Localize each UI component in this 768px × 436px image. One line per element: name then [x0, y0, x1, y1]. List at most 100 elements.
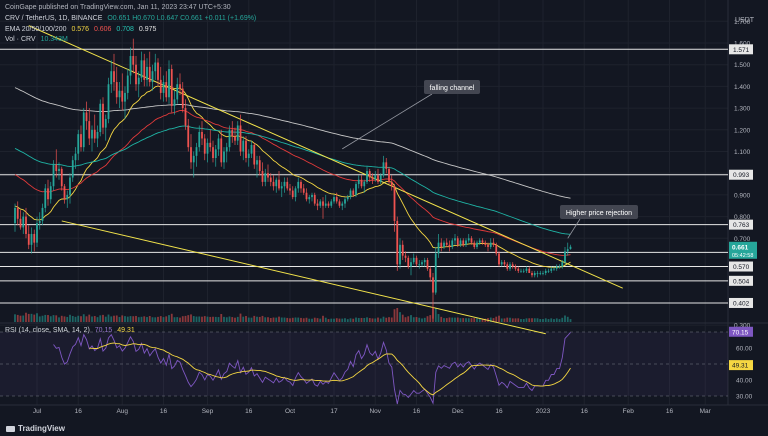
volume-bar: [129, 316, 132, 322]
volume-bar: [492, 318, 495, 322]
candle-body: [190, 147, 192, 163]
candle-body: [484, 242, 487, 245]
x-tick-label: 16: [160, 408, 168, 415]
candle-body: [297, 181, 300, 189]
volume-bar: [121, 315, 124, 322]
x-tick-label: Aug: [116, 408, 128, 415]
candle-body: [459, 240, 462, 245]
volume-bar: [102, 314, 104, 322]
volume-bar: [484, 318, 487, 322]
y-tick-label: 0.300: [734, 323, 751, 330]
candle-body: [36, 223, 38, 243]
candle-body: [495, 244, 498, 254]
candle-body: [91, 129, 93, 139]
candles: [14, 38, 572, 319]
volume-bar: [159, 316, 162, 322]
volume-bar: [366, 317, 368, 322]
candle-body: [44, 188, 47, 208]
volume-bar: [115, 315, 118, 322]
volume-bar: [25, 312, 27, 322]
volume-bar: [462, 318, 465, 322]
candle-body: [432, 277, 434, 293]
candle-body: [514, 266, 517, 269]
candle-body: [74, 153, 77, 161]
volume-bar: [509, 317, 511, 322]
volume-bar: [206, 316, 209, 322]
volume-bar: [181, 316, 184, 322]
volume-bar: [525, 318, 528, 322]
volume-bar: [517, 318, 520, 322]
volume-bar: [528, 318, 531, 322]
candle-body: [333, 197, 335, 202]
volume-bars: [14, 308, 572, 322]
candle-body: [561, 262, 564, 267]
volume-bar: [258, 316, 261, 322]
volume-bar: [393, 309, 396, 322]
volume-bar: [231, 317, 234, 322]
time-axis[interactable]: Jul 16 Aug 16 Sep 16 Oct 17 Nov 16 Dec 16 2023 16 Feb 1…: [0, 404, 768, 415]
rsi-ma-tag: [729, 360, 753, 371]
candle-body: [223, 151, 225, 163]
volume-bar: [58, 317, 60, 322]
volume-bar: [412, 317, 415, 322]
volume-bar: [445, 318, 448, 322]
level-tag: [729, 44, 753, 55]
candle-body: [418, 264, 421, 266]
volume-bar: [52, 315, 55, 322]
tradingview-brand[interactable]: TradingView: [6, 424, 65, 433]
candle-body: [511, 264, 514, 267]
candle-body: [544, 270, 547, 274]
candle-body: [465, 240, 467, 245]
candle-body: [283, 181, 286, 187]
candle-body: [206, 142, 209, 154]
x-tick-label: 16: [666, 408, 674, 415]
x-tick-label: 16: [581, 408, 589, 415]
candle-body: [550, 268, 553, 271]
candle-body: [445, 242, 448, 245]
symbol-text[interactable]: CRV / TetherUS, 1D, BINANCE: [5, 15, 103, 22]
rsi-label[interactable]: RSI (14, close, SMA, 14, 2): [5, 327, 90, 334]
volume-bar: [514, 318, 517, 322]
volume-bar: [539, 319, 542, 322]
candle-body: [355, 184, 357, 195]
volume-bar: [330, 318, 333, 322]
volume-bar: [165, 316, 168, 322]
candle-body: [209, 142, 212, 148]
rsi-ma-tag-label: 49.31: [732, 363, 749, 370]
ema-label[interactable]: EMA 20/50/100/200: [5, 26, 67, 33]
volume-bar: [470, 318, 473, 322]
candle-body: [104, 118, 107, 128]
candle-body: [533, 273, 536, 276]
candle-body: [440, 242, 443, 247]
volume-bar: [137, 317, 140, 322]
annotation-box: [424, 80, 480, 94]
candle-body: [157, 62, 159, 80]
candle-body: [286, 181, 289, 189]
y-tick-label: 0.900: [734, 192, 751, 199]
candle-body: [30, 233, 33, 245]
ema200-value: 0.975: [138, 26, 157, 33]
volume-bar: [124, 316, 126, 322]
volume-bar: [132, 316, 135, 322]
volume-bar: [566, 316, 569, 322]
candle-body: [341, 203, 344, 206]
candle-body: [143, 60, 146, 80]
candle-body: [492, 242, 495, 245]
symbol-line: CRV / TetherUS, 1D, BINANCE O0.651 H0.67…: [5, 14, 259, 23]
candle-body: [132, 56, 135, 65]
candle-body: [344, 199, 346, 204]
candle-body: [357, 179, 360, 185]
candle-body: [379, 175, 382, 182]
volume-bar: [190, 314, 192, 322]
volume-bar: [201, 316, 203, 322]
candle-body: [360, 179, 363, 187]
candle-body: [368, 171, 371, 178]
candle-body: [159, 79, 162, 93]
tradingview-logo-icon: [6, 426, 15, 432]
candle-body: [278, 179, 280, 189]
vol-label[interactable]: Vol · CRV: [5, 36, 36, 43]
volume-bar: [467, 318, 470, 322]
volume-bar: [520, 319, 522, 322]
